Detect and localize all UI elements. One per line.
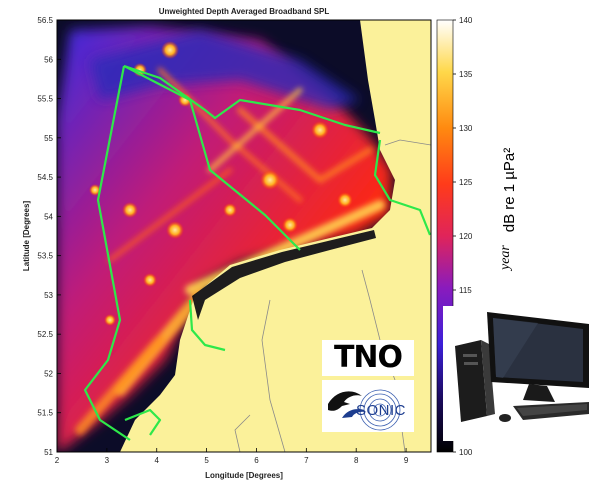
colorbar-tick-label: 140 — [459, 16, 473, 25]
chart-title: Unweighted Depth Averaged Broadband SPL — [159, 7, 330, 16]
sonic-logo: SONIC — [322, 380, 414, 432]
y-axis-ticks: 51 51.5 52 52.5 53 53.5 54 54.5 55 55.5 56 56.5 — [37, 16, 61, 457]
y-tick-label: 52.5 — [37, 330, 53, 339]
colorbar-tick-label: 100 — [459, 448, 473, 457]
y-tick-label: 55 — [44, 134, 53, 143]
y-axis-label: Latitude [Degrees] — [22, 201, 31, 272]
x-tick-label: 6 — [254, 456, 259, 465]
side-caption: year — [498, 245, 513, 270]
x-tick-label: 3 — [105, 456, 110, 465]
desktop-computer-icon — [443, 306, 591, 441]
x-axis-ticks: 2 3 4 5 6 7 8 9 — [55, 448, 409, 465]
y-tick-label: 56 — [44, 55, 53, 64]
colorbar-label: dB re 1 µPa² — [501, 148, 518, 233]
sea-noise-field — [57, 26, 392, 452]
y-tick-label: 53 — [44, 291, 53, 300]
tno-logo: TNO — [322, 340, 414, 376]
hotspots — [89, 41, 353, 326]
plot-frame — [56, 19, 432, 453]
tno-logo-text: TNO — [333, 340, 403, 375]
x-tick-label: 7 — [304, 456, 309, 465]
x-tick-label: 5 — [204, 456, 209, 465]
sonic-logo-text: SONIC — [356, 402, 407, 419]
colorbar-tick-label: 130 — [459, 124, 473, 133]
colorbar-tick-label: 125 — [459, 178, 473, 187]
y-tick-label: 52 — [44, 369, 53, 378]
y-tick-label: 55.5 — [37, 95, 53, 104]
y-tick-label: 51 — [44, 448, 53, 457]
colorbar-tick-label: 115 — [459, 286, 472, 295]
x-tick-label: 2 — [55, 456, 60, 465]
y-tick-label: 54 — [44, 212, 53, 221]
x-tick-label: 8 — [354, 456, 359, 465]
colorbar-tick-label: 135 — [459, 70, 473, 79]
y-tick-label: 56.5 — [37, 16, 53, 25]
blue-fringe-north — [90, 30, 360, 110]
eez-boundary — [83, 64, 431, 441]
y-tick-label: 51.5 — [37, 409, 53, 418]
x-axis-label: Longitude [Degrees] — [205, 471, 283, 480]
y-tick-label: 54.5 — [37, 173, 53, 182]
dolphin-icon — [328, 389, 401, 431]
wadden-coast — [192, 230, 376, 320]
y-tick-label: 53.5 — [37, 252, 53, 261]
x-tick-label: 4 — [155, 456, 160, 465]
x-tick-label: 9 — [404, 456, 409, 465]
colorbar-tick-label: 120 — [459, 232, 473, 241]
